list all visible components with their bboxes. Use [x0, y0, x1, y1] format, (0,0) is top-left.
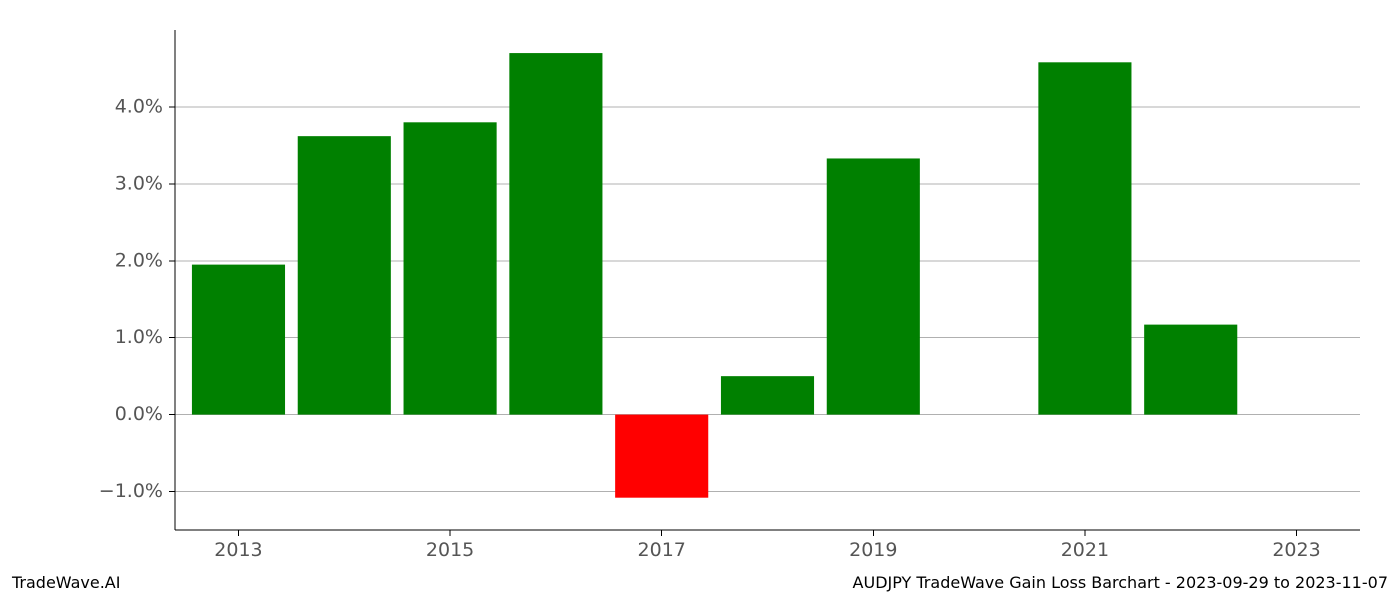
x-tick-label: 2023 — [1272, 539, 1320, 561]
x-tick-label: 2015 — [426, 539, 474, 561]
bar — [192, 265, 285, 415]
x-tick-label: 2019 — [849, 539, 897, 561]
footer-brand: TradeWave.AI — [12, 573, 120, 592]
bar — [509, 53, 602, 415]
bar-chart: −1.0% 0.0% 1.0% 2.0% 3.0% 4.0% 2013 2015 2017 201… — [0, 0, 1400, 600]
x-tick-label: 2017 — [638, 539, 686, 561]
bar — [615, 415, 708, 498]
bar — [404, 122, 497, 414]
footer-caption: AUDJPY TradeWave Gain Loss Barchart - 20… — [853, 573, 1388, 592]
x-tick-label: 2013 — [214, 539, 262, 561]
bar — [721, 376, 814, 414]
y-tick-label: 2.0% — [115, 249, 163, 271]
bar — [1144, 325, 1237, 415]
y-tick-label: 3.0% — [115, 172, 163, 194]
y-tick-label: 0.0% — [115, 403, 163, 425]
y-tick-label: 4.0% — [115, 95, 163, 117]
bar — [1038, 62, 1131, 414]
chart-container: −1.0% 0.0% 1.0% 2.0% 3.0% 4.0% 2013 2015 2017 201… — [0, 0, 1400, 600]
y-tick-label: 1.0% — [115, 326, 163, 348]
x-tick-label: 2021 — [1061, 539, 1109, 561]
bar — [298, 136, 391, 414]
bar — [827, 158, 920, 414]
y-tick-label: −1.0% — [99, 480, 163, 502]
